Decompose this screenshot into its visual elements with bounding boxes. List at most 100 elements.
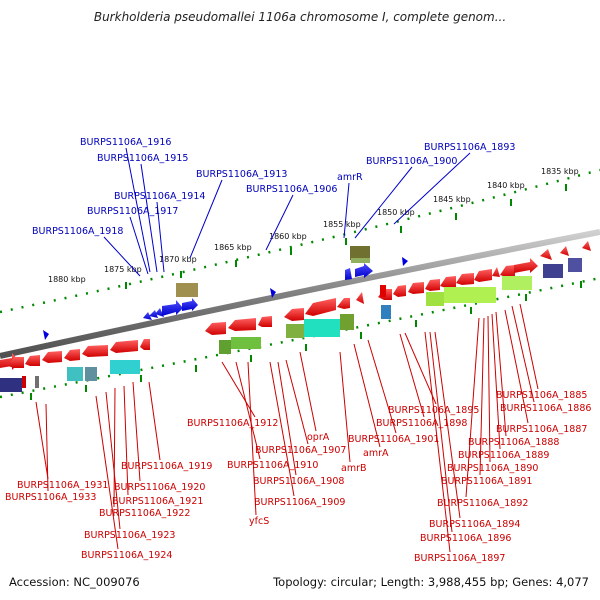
gene-label-reverse[interactable]: yfcS [249,516,269,527]
gene-arrow[interactable] [355,263,373,278]
gene-arrow[interactable] [440,276,456,288]
feature-block[interactable] [219,340,231,354]
gene-arrow[interactable] [143,312,152,320]
gene-arrow[interactable] [356,292,364,304]
gene-arrow[interactable] [492,267,500,277]
gene-arrow[interactable] [337,298,350,309]
gene-block[interactable] [380,285,386,297]
gene-arrow[interactable] [305,298,336,316]
gene-label-reverse[interactable]: amrB [341,463,367,474]
gene-arrow[interactable] [560,246,569,256]
gene-label-reverse[interactable]: BURPS1106A_1923 [84,530,175,541]
gene-arrow[interactable] [110,340,138,353]
feature-block[interactable] [304,319,340,337]
gene-label-reverse[interactable]: BURPS1106A_1891 [441,476,532,487]
gene-label-reverse[interactable]: BURPS1106A_1888 [468,437,559,448]
feature-block[interactable] [35,376,39,388]
gene-arrow[interactable] [500,265,515,277]
feature-block[interactable] [381,305,391,319]
gene-label-reverse[interactable]: amrA [363,448,389,459]
gene-label-reverse[interactable]: BURPS1106A_1910 [227,460,318,471]
gene-arrow[interactable] [140,339,150,350]
gene-label-forward[interactable]: BURPS1106A_1914 [114,191,205,202]
gene-arrow[interactable] [182,298,198,311]
gene-label-forward[interactable]: BURPS1106A_1900 [366,156,457,167]
gene-label-reverse[interactable]: BURPS1106A_1908 [253,476,344,487]
gene-label-forward[interactable]: BURPS1106A_1915 [97,153,188,164]
feature-block[interactable] [231,337,261,349]
gene-arrow[interactable] [162,300,183,316]
gene-label-reverse[interactable]: BURPS1106A_1909 [254,497,345,508]
gene-label-reverse[interactable]: BURPS1106A_1901 [348,434,439,445]
gene-label-reverse[interactable]: BURPS1106A_1919 [121,461,212,472]
gene-label-forward[interactable]: BURPS1106A_1918 [32,226,123,237]
gene-label-forward[interactable]: BURPS1106A_1916 [80,137,171,148]
gene-label-reverse[interactable]: BURPS1106A_1933 [5,492,96,503]
gene-arrow[interactable] [25,355,40,366]
gene-arrow[interactable] [284,308,304,321]
gene-arrow[interactable] [402,257,408,266]
feature-block[interactable] [351,258,370,263]
gene-label-reverse[interactable]: BURPS1106A_1886 [500,403,591,414]
feature-block[interactable] [85,367,97,381]
gene-arrow[interactable] [228,318,256,331]
gene-arrow[interactable] [205,322,226,335]
gene-label-reverse[interactable]: BURPS1106A_1898 [376,418,467,429]
feature-block[interactable] [426,292,444,306]
leader-line [285,359,309,445]
gene-label-reverse[interactable]: oprA [307,432,330,443]
gene-arrow[interactable] [270,288,276,298]
feature-block[interactable] [350,246,370,260]
feature-block[interactable] [110,360,140,374]
gene-arrow[interactable] [42,351,62,363]
feature-block[interactable] [176,283,198,297]
gene-label-reverse[interactable]: BURPS1106A_1921 [112,496,203,507]
gene-label-reverse[interactable]: BURPS1106A_1907 [255,445,346,456]
gene-label-forward[interactable]: BURPS1106A_1906 [246,184,337,195]
gene-arrow[interactable] [64,349,80,361]
feature-block[interactable] [502,276,532,290]
gene-label-reverse[interactable]: BURPS1106A_1931 [17,480,108,491]
gene-arrow[interactable] [425,279,440,291]
gene-arrow[interactable] [474,269,492,282]
gene-label-reverse[interactable]: BURPS1106A_1892 [437,498,528,509]
gene-label-reverse[interactable]: BURPS1106A_1896 [420,533,511,544]
feature-block[interactable] [22,376,26,388]
gene-label-reverse[interactable]: BURPS1106A_1922 [99,508,190,519]
gene-label-reverse[interactable]: BURPS1106A_1890 [447,463,538,474]
gene-arrow[interactable] [514,258,538,273]
gene-arrow[interactable] [82,345,108,357]
feature-block[interactable] [444,287,496,303]
gene-arrow[interactable] [540,249,552,260]
gene-arrow[interactable] [345,268,352,280]
gene-arrow[interactable] [258,316,272,327]
gene-arrow[interactable] [8,357,24,368]
feature-block[interactable] [543,264,563,278]
gene-label-reverse[interactable]: BURPS1106A_1895 [388,405,479,416]
gene-label-reverse[interactable]: BURPS1106A_1897 [414,553,505,564]
gene-label-forward[interactable]: BURPS1106A_1893 [424,142,515,153]
gene-label-reverse[interactable]: BURPS1106A_1920 [114,482,205,493]
gene-arrow[interactable] [408,282,424,294]
gene-arrow[interactable] [149,310,158,318]
feature-block[interactable] [286,324,304,338]
gene-label-forward[interactable]: BURPS1106A_1913 [196,169,287,180]
gene-label-forward[interactable]: amrR [337,172,363,183]
gene-label-reverse[interactable]: BURPS1106A_1887 [496,424,587,435]
gene-label-reverse[interactable]: BURPS1106A_1894 [429,519,520,530]
gene-arrow[interactable] [582,241,591,251]
feature-block[interactable] [0,378,22,392]
gene-label-reverse[interactable]: BURPS1106A_1885 [496,390,587,401]
feature-block[interactable] [568,258,582,272]
gene-label-reverse[interactable]: BURPS1106A_1912 [187,418,278,429]
leader-line [132,381,141,482]
gene-label-reverse[interactable]: BURPS1106A_1889 [458,450,549,461]
gene-arrow[interactable] [43,330,49,340]
gene-arrow[interactable] [155,308,164,317]
feature-block[interactable] [340,314,354,330]
gene-arrow[interactable] [393,285,406,297]
gene-arrow[interactable] [456,273,474,285]
gene-label-reverse[interactable]: BURPS1106A_1924 [81,550,172,561]
gene-label-forward[interactable]: BURPS1106A_1917 [87,206,178,217]
feature-block[interactable] [67,367,83,381]
